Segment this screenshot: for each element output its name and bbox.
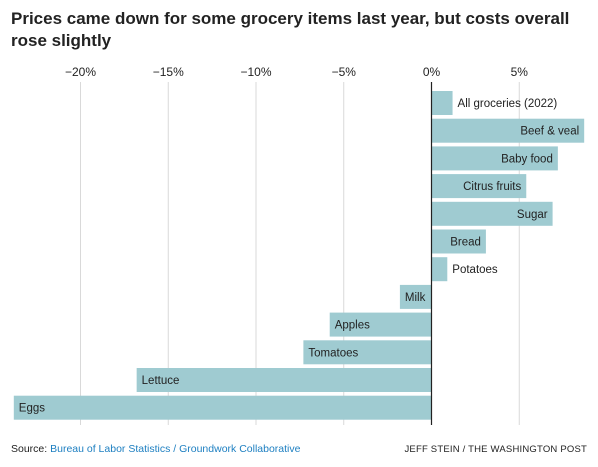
x-tick-label: 5% <box>511 65 529 79</box>
bar <box>431 91 453 115</box>
bar <box>329 312 432 337</box>
bar-label: Beef & veal <box>520 126 579 138</box>
bar <box>431 174 527 199</box>
bar <box>13 395 432 420</box>
bar <box>431 118 585 143</box>
bar-label: Sugar <box>517 209 548 221</box>
x-tick-label: −5% <box>332 65 357 79</box>
bar <box>399 284 432 309</box>
bar <box>136 368 432 392</box>
source-prefix: Source: <box>11 443 51 455</box>
gridlines <box>80 82 520 425</box>
footer: Source: Bureau of Labor Statistics / Gro… <box>11 443 587 459</box>
bar-label: Potatoes <box>452 264 498 276</box>
bar-label: Citrus fruits <box>463 181 521 193</box>
chart-title: Prices came down for some grocery items … <box>11 9 570 50</box>
bar-label: Tomatoes <box>308 347 358 359</box>
x-axis-ticks: −20% −15% −10% −5% 0% 5% <box>65 65 528 79</box>
x-tick-label: −10% <box>240 65 271 79</box>
bar-label: Apples <box>335 320 370 332</box>
x-tick-label: −20% <box>65 65 96 79</box>
bars <box>13 91 585 420</box>
source-link[interactable]: Bureau of Labor Statistics / Groundwork … <box>50 443 301 455</box>
bar <box>431 229 486 254</box>
bar-label: Baby food <box>501 153 553 165</box>
x-tick-label: −15% <box>153 65 184 79</box>
bar-label: Bread <box>450 237 481 249</box>
bar <box>431 201 553 226</box>
bar-label: Eggs <box>19 403 45 415</box>
bar <box>303 340 432 365</box>
x-tick-label: 0% <box>423 65 441 79</box>
bar-label: All groceries (2022) <box>458 98 558 110</box>
bar-label: Milk <box>405 292 426 304</box>
bar-label: Lettuce <box>142 375 180 387</box>
bar-labels: All groceries (2022) Beef & veal Baby food… <box>19 98 579 415</box>
credit-line: JEFF STEIN / THE WASHINGTON POST <box>404 444 587 455</box>
bar <box>431 257 448 282</box>
bar <box>431 146 558 171</box>
